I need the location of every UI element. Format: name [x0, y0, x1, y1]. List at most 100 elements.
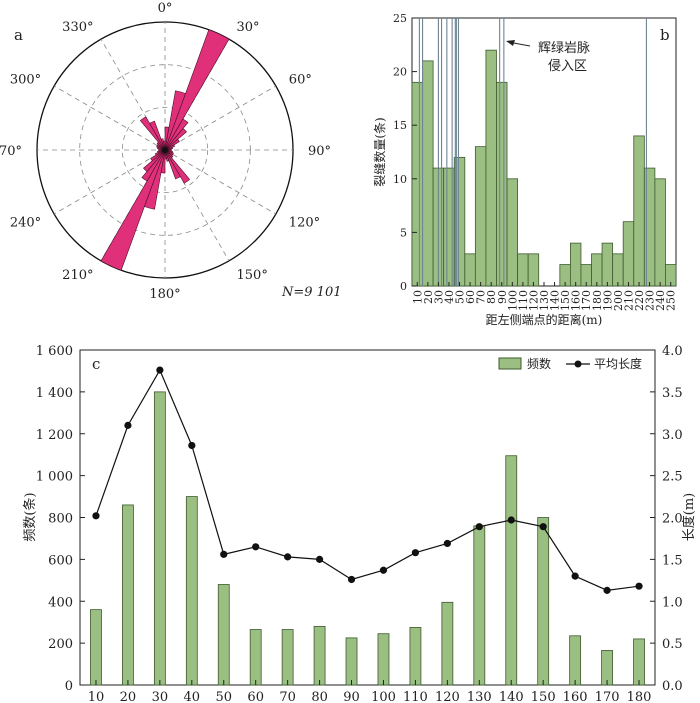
rose-petal [149, 120, 166, 151]
chart-c-x-tick-label: 60 [247, 690, 264, 703]
rose-angle-label: 120° [289, 216, 320, 231]
sample-size-label: N=9 101 [281, 285, 341, 300]
left-y-tick-label: 1 600 [36, 344, 73, 359]
frequency-bar [441, 601, 454, 686]
chart-c-x-tick-label: 110 [403, 690, 428, 703]
histogram-x-tick-label: 170 [580, 290, 593, 311]
left-y-tick-label: 1 400 [36, 386, 73, 401]
chart-c-x-tick-label: 130 [467, 690, 492, 703]
histogram-bar [622, 221, 635, 287]
right-y-tick-label: 2.5 [662, 470, 683, 485]
rose-grid-spoke [164, 149, 277, 215]
rose-petal [164, 138, 180, 151]
rose-grid-spoke [53, 149, 166, 215]
histogram-x-tick-label: 40 [443, 290, 456, 304]
mean-length-point [347, 575, 356, 584]
right-y-tick-label: 1.0 [662, 595, 683, 610]
right-y-tick-label: 0.0 [662, 679, 683, 694]
rose-angle-label: 0° [158, 1, 173, 16]
mean-length-point [315, 555, 324, 563]
chart-c-x-tick-label: 120 [435, 690, 460, 703]
annotation-arrowhead [506, 40, 515, 46]
frequency-bar [90, 609, 102, 686]
frequency-bar [633, 638, 645, 686]
rose-petal [164, 149, 181, 180]
mean-length-point [284, 553, 292, 561]
legend-mean-length-label: 平均长度 [594, 356, 642, 371]
left-y-tick-label: 800 [48, 512, 73, 527]
histogram-bar [601, 242, 614, 287]
mean-length-point [603, 586, 611, 594]
histogram-y-axis-label: 裂缝数量(条) [372, 117, 387, 186]
histogram-bar [517, 253, 529, 287]
chart-c-frame [79, 349, 656, 686]
rose-angle-label: 270° [0, 144, 22, 159]
panel-c-label: c [92, 355, 100, 373]
rose-petal [139, 116, 166, 151]
chart-c-x-tick-label: 140 [499, 690, 524, 703]
frequency-bar [313, 625, 326, 686]
frequency-bar [122, 504, 134, 686]
frequency-bar [217, 584, 230, 686]
rose-petal [160, 138, 166, 151]
left-y-tick-label: 200 [48, 637, 73, 652]
histogram-x-tick-label: 210 [623, 290, 636, 311]
rose-center-dot [162, 147, 168, 153]
mean-length-point [92, 512, 100, 520]
histogram-x-tick-label: 240 [654, 290, 667, 311]
histogram-bar [464, 253, 476, 287]
legend-line-marker [574, 360, 582, 368]
histogram-x-tick-label: 120 [527, 290, 540, 311]
mean-length-point [539, 523, 547, 531]
right-y-tick-label: 4.0 [662, 344, 683, 359]
left-y-ticks: 0 200 400 600 800 1 000 1 200 1 400 1 600 [36, 344, 85, 694]
frequency-bar [473, 525, 486, 686]
histogram-x-tick-label: 90 [496, 290, 509, 304]
right-y-tick-label: 2.0 [662, 512, 683, 527]
panel-b-label: b [660, 26, 670, 44]
histogram-bar [422, 60, 434, 287]
histogram-x-tick-label: 50 [454, 290, 467, 304]
frequency-bar [249, 629, 262, 686]
histogram-x-tick-label: 100 [506, 290, 519, 311]
frequency-bar [601, 650, 613, 686]
histogram-x-tick-label: 10 [411, 290, 424, 304]
right-y-tick-label: 1.5 [662, 553, 683, 568]
histogram-y-tick-label: 25 [393, 12, 407, 25]
histogram-bar [411, 81, 423, 287]
left-y-tick-label: 0 [65, 679, 73, 694]
rose-angle-label: 300° [10, 73, 41, 88]
histogram-bar [591, 253, 603, 287]
histogram-x-tick-label: 110 [517, 290, 530, 311]
chart-c-x-tick-label: 50 [216, 690, 233, 703]
frequency-bar [569, 635, 582, 686]
annotation-line-2: 侵入区 [548, 58, 587, 74]
mean-length-point [443, 539, 451, 548]
frequency-bar [153, 391, 166, 686]
histogram-bar [485, 49, 497, 287]
rose-angle-label: 330° [62, 20, 93, 35]
histogram-x-tick-label: 220 [633, 290, 646, 311]
chart-c-x-tick-label: 40 [184, 690, 201, 703]
histogram-bar [654, 178, 666, 287]
histogram-y-ticks: 0 5 10 15 20 25 [393, 12, 417, 293]
rose-angle-label: 150° [237, 268, 268, 283]
rose-grid-spoke [53, 85, 166, 151]
rose-grid-ring [121, 106, 209, 194]
rose-petal [164, 128, 187, 151]
histogram-x-tick-label: 200 [612, 290, 625, 311]
rose-grid-spoke [164, 85, 277, 151]
left-y-tick-label: 1 200 [36, 428, 73, 443]
histogram-bar [506, 178, 519, 287]
mean-length-point [252, 543, 260, 551]
histogram-bar [633, 135, 645, 287]
dike-annotation: 辉绿岩脉 侵入区 [506, 40, 590, 74]
mean-length-line [92, 366, 643, 594]
rose-petal [164, 149, 191, 184]
frequency-bar [537, 517, 550, 686]
left-y-tick-label: 600 [48, 553, 73, 568]
frequency-bar [185, 496, 198, 686]
chart-c-x-tick-label: 80 [311, 690, 328, 703]
